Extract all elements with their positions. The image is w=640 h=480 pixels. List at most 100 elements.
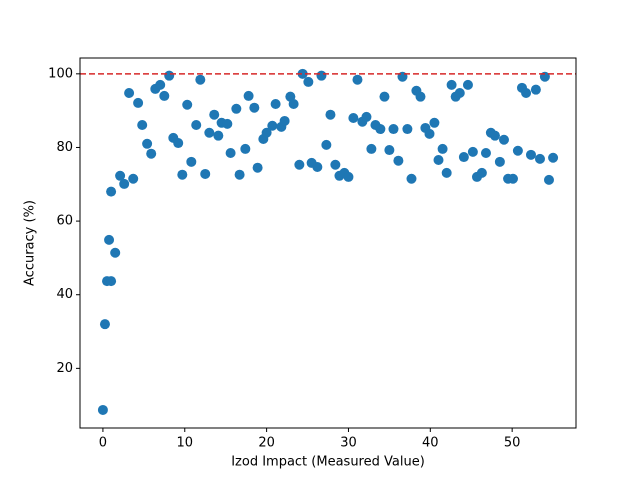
- point: [384, 145, 395, 156]
- point: [476, 167, 487, 178]
- point: [348, 113, 359, 124]
- point: [402, 124, 413, 135]
- point: [173, 138, 184, 149]
- y-tick-label: 20: [56, 361, 73, 376]
- point: [297, 68, 308, 79]
- point: [177, 169, 188, 180]
- point: [240, 143, 251, 154]
- point: [330, 159, 341, 170]
- y-tick-label: 100: [48, 66, 73, 81]
- point: [530, 84, 541, 95]
- point: [267, 120, 278, 131]
- point: [110, 247, 121, 258]
- point: [261, 127, 272, 138]
- point: [133, 97, 144, 108]
- point: [97, 404, 108, 415]
- point: [388, 124, 399, 135]
- point: [441, 167, 452, 178]
- point: [303, 76, 314, 87]
- point: [195, 74, 206, 85]
- point: [429, 117, 440, 128]
- point: [243, 90, 254, 101]
- point: [142, 138, 153, 149]
- point: [498, 134, 509, 145]
- point: [155, 79, 166, 90]
- point: [379, 91, 390, 102]
- point: [454, 87, 465, 98]
- point: [270, 99, 281, 110]
- point: [124, 87, 135, 98]
- point: [312, 161, 323, 172]
- point: [467, 146, 478, 157]
- point: [231, 103, 242, 114]
- point: [99, 319, 110, 330]
- point: [343, 171, 354, 182]
- point: [115, 170, 126, 181]
- point: [225, 147, 236, 158]
- point: [521, 87, 532, 98]
- point: [106, 186, 117, 197]
- point: [424, 128, 435, 139]
- point: [366, 143, 377, 154]
- x-tick-label: 0: [99, 436, 107, 451]
- point: [294, 159, 305, 170]
- x-tick-label: 40: [422, 436, 439, 451]
- point: [182, 99, 193, 110]
- y-axis-label: Accuracy (%): [23, 200, 38, 286]
- x-tick-label: 10: [176, 436, 193, 451]
- point: [512, 145, 523, 156]
- point: [104, 234, 115, 245]
- point: [415, 91, 426, 102]
- point: [375, 124, 386, 135]
- point: [119, 178, 130, 189]
- point: [209, 109, 220, 120]
- point: [249, 102, 260, 113]
- point: [480, 147, 491, 158]
- y-tick-label: 60: [56, 214, 73, 229]
- point: [204, 127, 215, 138]
- point: [494, 156, 505, 167]
- point: [222, 118, 233, 129]
- point: [325, 109, 336, 120]
- point: [213, 130, 224, 141]
- point: [393, 155, 404, 166]
- y-tick-label: 40: [56, 287, 73, 302]
- point: [433, 154, 444, 165]
- point: [458, 152, 469, 163]
- point: [525, 149, 536, 160]
- point: [462, 79, 473, 90]
- point: [361, 111, 372, 122]
- point: [406, 173, 417, 184]
- point: [489, 130, 500, 141]
- x-tick-label: 20: [258, 436, 275, 451]
- point: [543, 174, 554, 185]
- point: [316, 70, 327, 81]
- point: [279, 115, 290, 126]
- point: [200, 168, 211, 179]
- point: [234, 169, 245, 180]
- point: [252, 162, 263, 173]
- point: [106, 276, 117, 287]
- point: [191, 120, 202, 131]
- plot-frame: [79, 57, 577, 429]
- point: [321, 139, 332, 150]
- point: [437, 143, 448, 154]
- point: [159, 90, 170, 101]
- point: [446, 79, 457, 90]
- point: [507, 173, 518, 184]
- point: [186, 156, 197, 167]
- point: [137, 120, 148, 131]
- x-axis-label: Izod Impact (Measured Value): [231, 455, 425, 470]
- x-tick-label: 50: [504, 436, 521, 451]
- point: [548, 152, 559, 163]
- point: [534, 153, 545, 164]
- point: [352, 74, 363, 85]
- point: [128, 173, 139, 184]
- x-tick-label: 30: [340, 436, 357, 451]
- point: [288, 99, 299, 110]
- point: [146, 148, 157, 159]
- y-tick-label: 80: [56, 140, 73, 155]
- point: [164, 70, 175, 81]
